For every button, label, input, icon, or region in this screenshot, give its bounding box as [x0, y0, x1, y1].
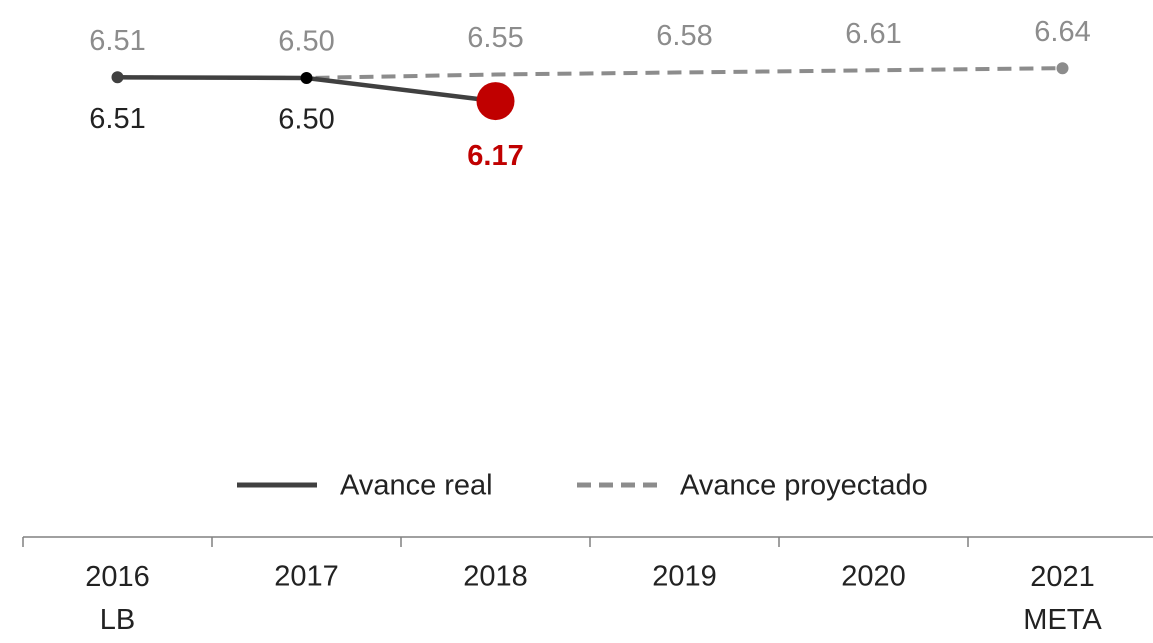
point	[300, 72, 313, 84]
x-tick-label: 2018	[463, 561, 528, 593]
value-label: 6.55	[467, 22, 523, 54]
point	[111, 71, 124, 84]
value-label: 6.58	[656, 20, 712, 52]
value-label: 6.50	[278, 104, 334, 136]
x-tick-label: 2019	[652, 561, 717, 593]
value-label: 6.17	[467, 140, 523, 172]
x-tick-label: 2021 META	[1023, 561, 1102, 636]
point	[476, 82, 515, 121]
value-label: 6.64	[1034, 16, 1090, 48]
value-label: 6.50	[278, 26, 334, 58]
point	[1056, 62, 1069, 75]
value-label: 6.51	[89, 103, 145, 135]
value-label: 6.51	[89, 25, 145, 57]
value-label: 6.61	[845, 18, 901, 50]
x-tick-label: 2016 LB	[85, 561, 150, 636]
x-tick-label: 2020	[841, 561, 906, 593]
x-tick-label: 2017	[274, 561, 339, 593]
legend-label: Avance proyectado	[680, 470, 928, 502]
legend-label: Avance real	[340, 470, 493, 502]
